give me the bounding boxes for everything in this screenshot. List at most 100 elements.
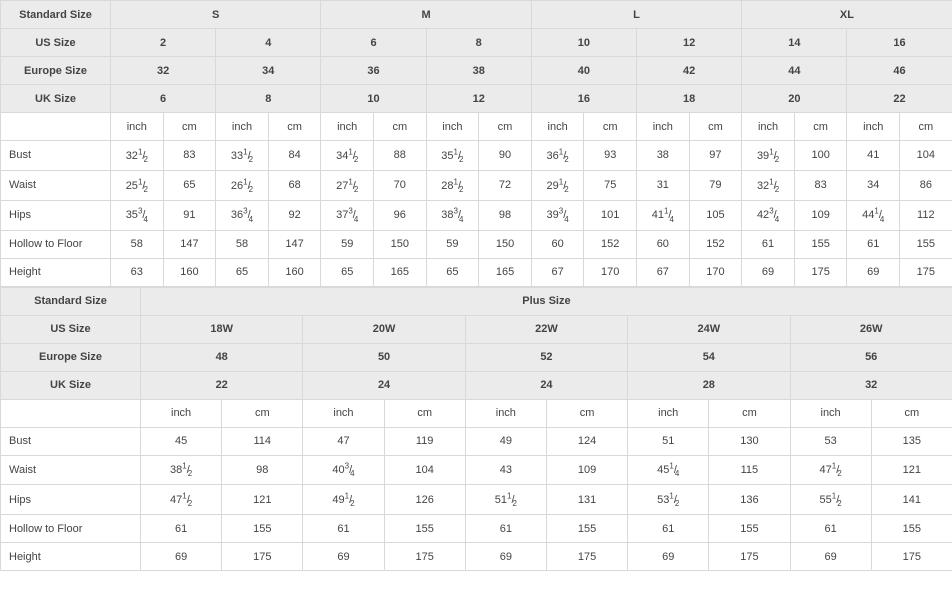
cell-t1-r2-c6-inch: 423/4 xyxy=(742,200,795,230)
cell-t1-r0-c6-cm: 100 xyxy=(794,141,847,171)
cell-t2-r4-c3-cm: 175 xyxy=(709,543,790,571)
unit-inch-5: inch xyxy=(637,113,690,141)
cell-t1-r2-c1-cm: 92 xyxy=(268,200,321,230)
uk-size-label: UK Size xyxy=(1,85,111,113)
plus-europe-size-1: 50 xyxy=(303,343,465,371)
plus-size-label: Plus Size xyxy=(141,287,952,315)
plus-us-size-0: 18W xyxy=(141,315,303,343)
cell-t1-r4-c3-cm: 165 xyxy=(479,258,532,286)
plus-europe-size-3: 54 xyxy=(628,343,790,371)
unit-inch-7: inch xyxy=(847,113,900,141)
plus-uk-size-2: 24 xyxy=(465,371,627,399)
cell-t1-r3-c4-cm: 152 xyxy=(584,230,637,258)
cell-t2-r4-c0-cm: 175 xyxy=(222,543,303,571)
cell-t1-r0-c3-cm: 90 xyxy=(479,141,532,171)
cell-t1-r1-c5-cm: 79 xyxy=(689,170,742,200)
measure-label-2: Hips xyxy=(1,200,111,230)
cell-t1-r2-c3-cm: 98 xyxy=(479,200,532,230)
cell-t1-r2-c0-cm: 91 xyxy=(163,200,216,230)
us-size-0: 2 xyxy=(111,29,216,57)
cell-t1-r1-c6-cm: 83 xyxy=(794,170,847,200)
plus-measure-label-2: Hips xyxy=(1,485,141,515)
cell-t2-r4-c4-inch: 69 xyxy=(790,543,871,571)
cell-t1-r4-c1-inch: 65 xyxy=(216,258,269,286)
plus-unit-inch-2: inch xyxy=(465,399,546,427)
cell-t1-r0-c1-cm: 84 xyxy=(268,141,321,171)
cell-t1-r4-c4-cm: 170 xyxy=(584,258,637,286)
cell-t1-r3-c6-inch: 61 xyxy=(742,230,795,258)
cell-t1-r3-c1-inch: 58 xyxy=(216,230,269,258)
us-size-3: 8 xyxy=(426,29,531,57)
cell-t1-r1-c2-cm: 70 xyxy=(374,170,427,200)
cell-t1-r4-c0-cm: 160 xyxy=(163,258,216,286)
plus-uk-size-4: 32 xyxy=(790,371,952,399)
cell-t2-r3-c4-cm: 155 xyxy=(871,515,952,543)
cell-t2-r0-c0-inch: 45 xyxy=(141,427,222,455)
cell-t1-r4-c4-inch: 67 xyxy=(531,258,584,286)
cell-t1-r4-c1-cm: 160 xyxy=(268,258,321,286)
plus-europe-size-label: Europe Size xyxy=(1,343,141,371)
us-size-5: 12 xyxy=(637,29,742,57)
europe-size-6: 44 xyxy=(742,57,847,85)
europe-size-5: 42 xyxy=(637,57,742,85)
cell-t1-r0-c3-inch: 351/2 xyxy=(426,141,479,171)
cell-t1-r1-c4-cm: 75 xyxy=(584,170,637,200)
cell-t1-r0-c7-cm: 104 xyxy=(900,141,952,171)
cell-t2-r1-c2-cm: 109 xyxy=(546,455,627,485)
unit-cm-7: cm xyxy=(900,113,952,141)
unit-cm-1: cm xyxy=(268,113,321,141)
plus-us-size-1: 20W xyxy=(303,315,465,343)
cell-t1-r0-c6-inch: 391/2 xyxy=(742,141,795,171)
cell-t1-r0-c7-inch: 41 xyxy=(847,141,900,171)
plus-unit-empty xyxy=(1,399,141,427)
cell-t2-r0-c0-cm: 114 xyxy=(222,427,303,455)
unit-cm-5: cm xyxy=(689,113,742,141)
cell-t2-r1-c4-inch: 471/2 xyxy=(790,455,871,485)
cell-t1-r4-c7-inch: 69 xyxy=(847,258,900,286)
plus-uk-size-3: 28 xyxy=(628,371,790,399)
us-size-1: 4 xyxy=(216,29,321,57)
cell-t2-r4-c1-cm: 175 xyxy=(384,543,465,571)
cell-t1-r0-c2-cm: 88 xyxy=(374,141,427,171)
cell-t1-r3-c5-inch: 60 xyxy=(637,230,690,258)
cell-t2-r0-c1-inch: 47 xyxy=(303,427,384,455)
cell-t1-r1-c4-inch: 291/2 xyxy=(531,170,584,200)
plus-measure-label-1: Waist xyxy=(1,455,141,485)
cell-t2-r0-c2-inch: 49 xyxy=(465,427,546,455)
cell-t1-r0-c2-inch: 341/2 xyxy=(321,141,374,171)
cell-t1-r4-c6-cm: 175 xyxy=(794,258,847,286)
cell-t2-r0-c2-cm: 124 xyxy=(546,427,627,455)
uk-size-2: 10 xyxy=(321,85,426,113)
cell-t1-r1-c5-inch: 31 xyxy=(637,170,690,200)
plus-measure-label-0: Bust xyxy=(1,427,141,455)
cell-t1-r4-c6-inch: 69 xyxy=(742,258,795,286)
cell-t2-r4-c4-cm: 175 xyxy=(871,543,952,571)
cell-t1-r2-c1-inch: 363/4 xyxy=(216,200,269,230)
cell-t1-r2-c5-inch: 411/4 xyxy=(637,200,690,230)
cell-t1-r2-c7-cm: 112 xyxy=(900,200,952,230)
plus-unit-cm-3: cm xyxy=(709,399,790,427)
cell-t2-r4-c1-inch: 69 xyxy=(303,543,384,571)
uk-size-4: 16 xyxy=(531,85,636,113)
unit-inch-6: inch xyxy=(742,113,795,141)
europe-size-3: 38 xyxy=(426,57,531,85)
uk-size-5: 18 xyxy=(637,85,742,113)
cell-t1-r0-c4-cm: 93 xyxy=(584,141,637,171)
cell-t2-r0-c4-inch: 53 xyxy=(790,427,871,455)
cell-t1-r1-c7-cm: 86 xyxy=(900,170,952,200)
cell-t2-r2-c2-inch: 511/2 xyxy=(465,485,546,515)
cell-t1-r3-c1-cm: 147 xyxy=(268,230,321,258)
cell-t2-r1-c1-inch: 403/4 xyxy=(303,455,384,485)
uk-size-3: 12 xyxy=(426,85,531,113)
cell-t2-r1-c3-cm: 115 xyxy=(709,455,790,485)
measure-label-3: Hollow to Floor xyxy=(1,230,111,258)
plus-europe-size-0: 48 xyxy=(141,343,303,371)
plus-us-size-3: 24W xyxy=(628,315,790,343)
europe-size-0: 32 xyxy=(111,57,216,85)
plus-uk-size-label: UK Size xyxy=(1,371,141,399)
cell-t1-r3-c0-inch: 58 xyxy=(111,230,164,258)
cell-t2-r1-c3-inch: 451/4 xyxy=(628,455,709,485)
cell-t2-r0-c4-cm: 135 xyxy=(871,427,952,455)
cell-t1-r2-c7-inch: 441/4 xyxy=(847,200,900,230)
cell-t1-r1-c0-inch: 251/2 xyxy=(111,170,164,200)
